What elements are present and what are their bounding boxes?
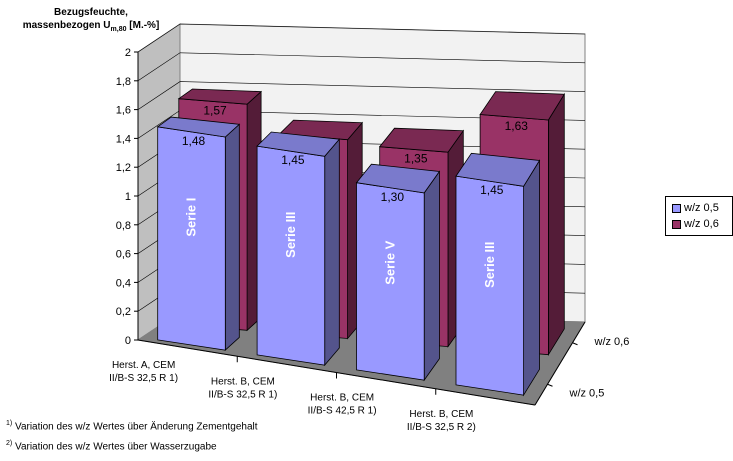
- bar-top: [378, 127, 465, 153]
- bar-side: [423, 170, 440, 382]
- legend-label-series-1: w/z 0,5: [684, 202, 719, 214]
- y-axis-title-line1: Bezugsfeuchte,: [54, 7, 128, 18]
- gridline: [137, 52, 586, 82]
- x-tick-label: Herst. B, CEM: [310, 393, 374, 404]
- y-tick-label: 0,2: [116, 306, 131, 318]
- footnote-2: 2) Variation des w/z Wertes über Wasserz…: [6, 440, 217, 453]
- y-axis-title: Bezugsfeuchte, massenbezogen Um,80 [M.-%…: [6, 6, 176, 36]
- legend-swatch-series-2: [672, 219, 681, 229]
- legend-label-series-2: w/z 0,6: [684, 218, 719, 230]
- bar-series-name: Serie I: [183, 198, 198, 237]
- bar-top: [479, 91, 566, 121]
- bar-series-name: Serie III: [482, 242, 497, 288]
- x-tick-label: Herst. B, CEM: [211, 376, 275, 387]
- y-tick-label: 1,8: [116, 76, 131, 88]
- depth-tick-label: w/z 0,5: [569, 387, 605, 399]
- y-axis-title-subscript: m,80: [110, 26, 127, 33]
- data-label: 1,30: [381, 190, 405, 204]
- y-tick-label: 1,2: [116, 162, 131, 174]
- x-tick-label: II/B-S 32,5 R 1): [208, 389, 277, 400]
- legend-swatch-series-1: [672, 203, 681, 213]
- gridline: [137, 23, 586, 53]
- y-tick-label: 1,6: [116, 105, 131, 117]
- bar-side: [224, 123, 240, 352]
- depth-tick-label: w/z 0,6: [594, 336, 630, 348]
- y-tick-label: 1: [125, 191, 131, 203]
- data-label: 1,48: [182, 134, 206, 148]
- bar-side: [548, 92, 565, 357]
- data-label: 1,63: [505, 119, 529, 133]
- legend-item-series-2: w/z 0,6: [672, 217, 719, 231]
- legend-item-series-1: w/z 0,5: [672, 201, 719, 215]
- depth-tick-mark: [572, 342, 578, 346]
- y-tick-label: 0,4: [116, 277, 131, 289]
- x-tick-label: Herst. B, CEM: [409, 409, 473, 420]
- depth-tick-mark: [547, 383, 553, 387]
- bar-top: [355, 163, 441, 194]
- data-label: 1,45: [281, 153, 305, 167]
- bar-top: [256, 131, 341, 157]
- y-tick-label: 0,6: [116, 249, 131, 261]
- y-tick-label: 2: [125, 47, 131, 59]
- bar-top: [156, 116, 241, 138]
- x-tick-label: II/B-S 32,5 R 2): [407, 422, 476, 433]
- y-tick-label: 0,8: [116, 220, 131, 232]
- bar-side: [324, 138, 340, 367]
- footnote-1: 1) Variation des w/z Wertes über Änderun…: [6, 420, 258, 433]
- bar: [157, 126, 226, 351]
- data-label: 1,45: [480, 183, 504, 197]
- legend: w/z 0,5 w/z 0,6: [665, 196, 733, 236]
- x-tick-label: Herst. A, CEM: [112, 360, 175, 371]
- gridline: [137, 81, 586, 110]
- y-tick-label: 1,4: [116, 133, 131, 145]
- bar-side: [523, 159, 540, 397]
- depth-axis-line: [534, 321, 586, 406]
- bar-series-name: Serie III: [283, 212, 298, 258]
- bar-top: [455, 152, 541, 187]
- bar-top: [177, 88, 263, 105]
- data-label: 1,35: [404, 151, 428, 165]
- y-tick-label: 0: [125, 335, 131, 347]
- bar-series-name: Serie V: [382, 240, 397, 284]
- x-tick-label: II/B-S 32,5 R 1): [109, 373, 178, 384]
- y-axis-title-line2: massenbezogen Um,80 [M.-%]: [22, 20, 160, 33]
- data-label: 1,57: [203, 103, 227, 117]
- x-tick-label: II/B-S 42,5 R 1): [308, 406, 377, 417]
- footnotes: 1) Variation des w/z Wertes über Änderun…: [6, 415, 258, 456]
